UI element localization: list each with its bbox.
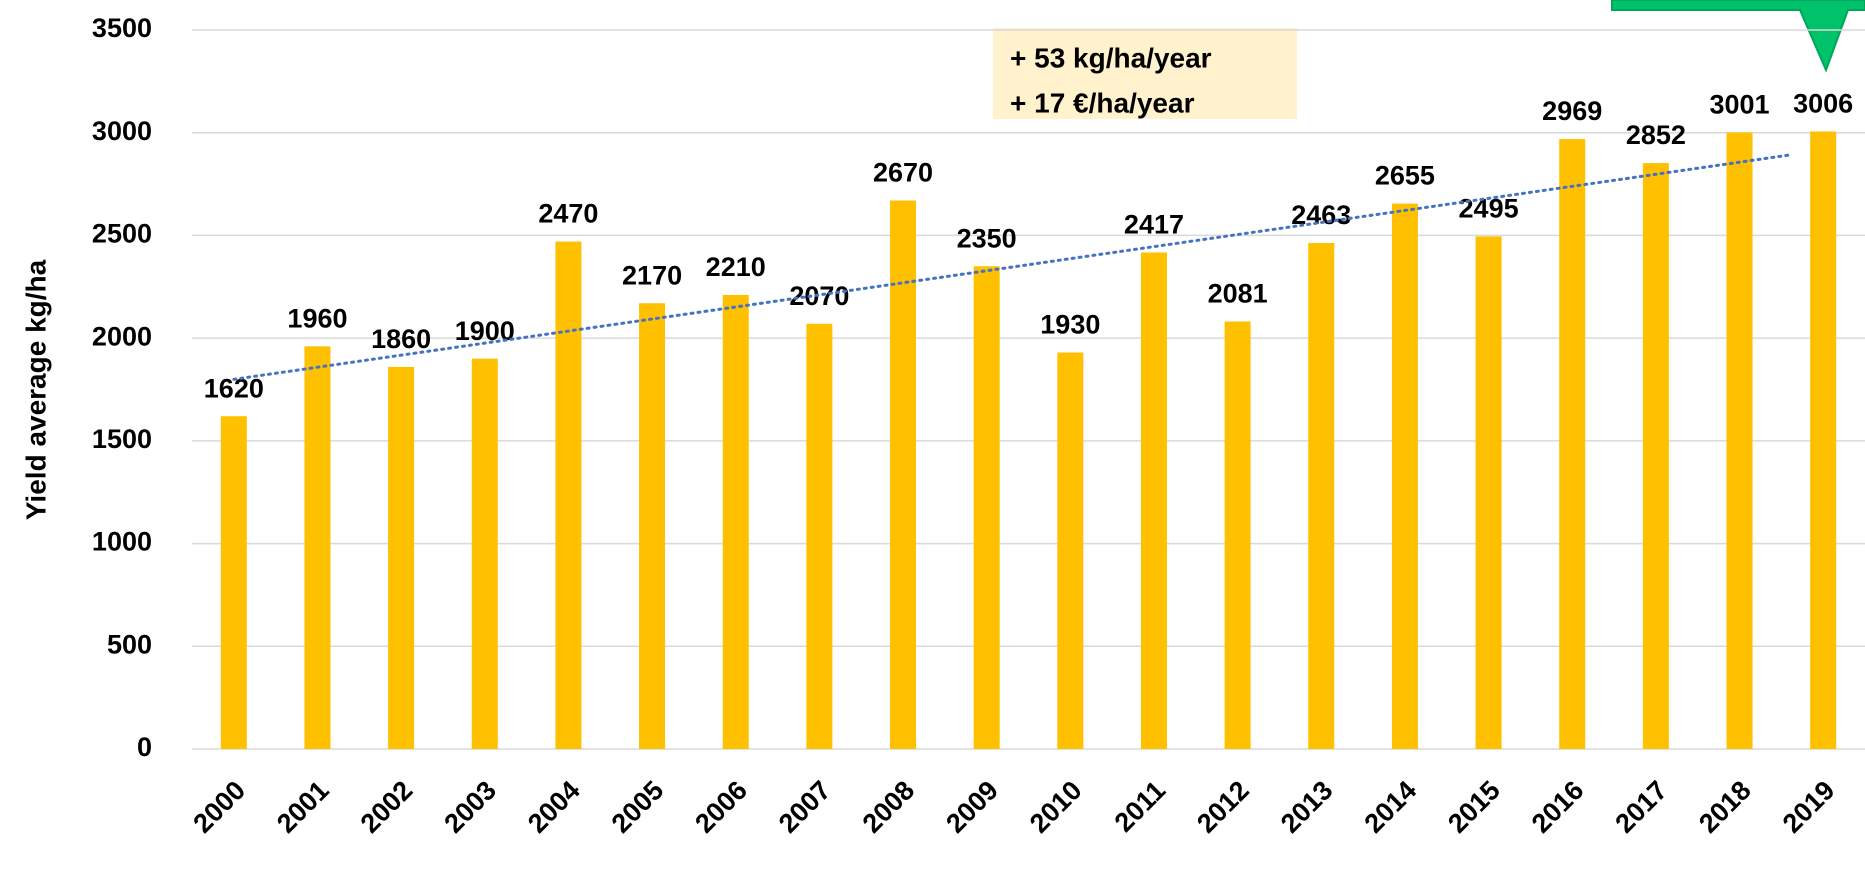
x-tick-label: 2009 bbox=[940, 775, 1004, 839]
y-tick-label: 500 bbox=[107, 629, 152, 659]
bar bbox=[973, 266, 1000, 749]
x-tick-label: 2013 bbox=[1275, 775, 1339, 839]
x-tick-label: 2008 bbox=[857, 775, 921, 839]
data-label: 2081 bbox=[1208, 279, 1268, 309]
data-label: 1960 bbox=[287, 303, 347, 333]
data-label: 2655 bbox=[1375, 161, 1435, 191]
x-tick-label: 2004 bbox=[522, 775, 586, 839]
x-tick-label: 2017 bbox=[1609, 775, 1673, 839]
data-label: 3006 bbox=[1793, 89, 1853, 119]
bar bbox=[1140, 252, 1167, 750]
x-tick-label: 2012 bbox=[1191, 775, 1255, 839]
y-tick-label: 3500 bbox=[92, 13, 152, 43]
data-label: 2070 bbox=[789, 281, 849, 311]
y-axis-label: Yield average kg/ha bbox=[20, 259, 51, 520]
bar bbox=[1224, 321, 1251, 749]
y-tick-label: 2000 bbox=[92, 321, 152, 351]
bar bbox=[1475, 236, 1502, 750]
bar bbox=[471, 358, 498, 749]
x-tick-label: 2014 bbox=[1359, 775, 1423, 839]
bar bbox=[722, 295, 749, 749]
data-label: 2210 bbox=[706, 252, 766, 282]
data-label: 2470 bbox=[538, 199, 598, 229]
callout bbox=[1611, 0, 1865, 73]
bar bbox=[1308, 243, 1335, 750]
x-tick-label: 2007 bbox=[773, 775, 837, 839]
data-label: 2350 bbox=[957, 223, 1017, 253]
bar bbox=[304, 346, 331, 749]
x-tick-label: 2019 bbox=[1777, 775, 1841, 839]
data-label: 2969 bbox=[1542, 96, 1602, 126]
y-tick-label: 1000 bbox=[92, 527, 152, 557]
bar bbox=[220, 416, 247, 749]
y-tick-label: 3000 bbox=[92, 116, 152, 146]
data-label: 1930 bbox=[1040, 310, 1100, 340]
x-tick-label: 2002 bbox=[355, 775, 419, 839]
x-tick-label: 2006 bbox=[689, 775, 753, 839]
data-label: 2852 bbox=[1626, 120, 1686, 150]
annotation: + 17 €/ha/year bbox=[1010, 87, 1195, 118]
bar bbox=[555, 241, 582, 749]
bar bbox=[1642, 163, 1669, 749]
x-tick-label: 2018 bbox=[1693, 775, 1757, 839]
y-tick-label: 0 bbox=[137, 732, 152, 762]
data-label: 3001 bbox=[1709, 90, 1769, 120]
bar bbox=[1559, 139, 1586, 749]
x-tick-label: 2001 bbox=[271, 775, 335, 839]
y-tick-label: 1500 bbox=[92, 424, 152, 454]
x-tick-label: 2016 bbox=[1526, 775, 1590, 839]
bar bbox=[1810, 131, 1837, 750]
x-tick-label: 2015 bbox=[1442, 775, 1506, 839]
x-tick-label: 2011 bbox=[1109, 775, 1172, 838]
bar bbox=[1391, 203, 1418, 749]
data-label: 2670 bbox=[873, 158, 933, 188]
bar bbox=[1726, 132, 1753, 749]
x-tick-label: 2000 bbox=[187, 775, 251, 839]
bar bbox=[806, 323, 833, 749]
bar bbox=[388, 366, 415, 749]
y-tick-label: 2500 bbox=[92, 219, 152, 249]
trend-line bbox=[232, 153, 1790, 381]
data-label: 2170 bbox=[622, 260, 682, 290]
x-tick-label: 2005 bbox=[606, 775, 670, 839]
x-tick-label: 2010 bbox=[1024, 775, 1088, 839]
bar bbox=[639, 303, 666, 749]
data-label: 1860 bbox=[371, 324, 431, 354]
annotation-box bbox=[993, 28, 1297, 119]
annotation: + 53 kg/ha/year bbox=[1010, 42, 1212, 73]
bar bbox=[1057, 352, 1084, 749]
data-label: 2417 bbox=[1124, 210, 1184, 240]
x-tick-label: 2003 bbox=[438, 775, 502, 839]
bar bbox=[890, 200, 917, 749]
